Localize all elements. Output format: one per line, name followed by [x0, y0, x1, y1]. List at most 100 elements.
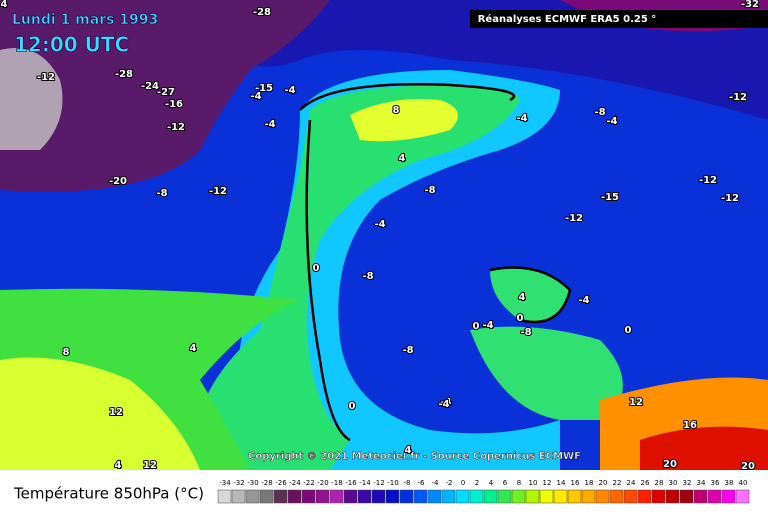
date: Lundi 1 mars 1993 — [12, 12, 158, 28]
legend-swatch — [581, 489, 596, 504]
legend-tick-label: 40 — [739, 479, 748, 487]
legend-swatch — [539, 489, 554, 504]
contour-label: -12 — [699, 175, 717, 186]
contour-label: 8 — [63, 347, 70, 358]
legend-swatch — [287, 489, 302, 504]
legend-swatch — [693, 489, 708, 504]
copyright: Copyright © 2021 Meteociel.fr - Source C… — [248, 451, 581, 462]
contour-label: -12 — [729, 92, 747, 103]
legend-swatch — [357, 489, 372, 504]
warm-tongue — [196, 85, 520, 470]
source: Réanalyses ECMWF ERA5 0.25 ° — [478, 13, 657, 25]
legend-tick-label: -10 — [387, 479, 398, 487]
legend-tick-label: 26 — [641, 479, 650, 487]
legend-swatch — [231, 489, 246, 504]
legend-tick-label: -2 — [446, 479, 453, 487]
legend-tick-label: 30 — [669, 479, 678, 487]
legend-swatch — [623, 489, 638, 504]
contour-label: -4 — [284, 85, 295, 96]
legend-tick-label: 20 — [599, 479, 608, 487]
med-warm — [470, 326, 623, 420]
contour-label: -4 — [438, 399, 449, 410]
legend-tick-label: -32 — [233, 479, 244, 487]
contour-label: 4 — [519, 292, 526, 303]
legend-swatch — [455, 489, 470, 504]
legend-tick-label: -14 — [359, 479, 371, 487]
legend-tick-label: 0 — [461, 479, 465, 487]
legend-tick-label: 36 — [711, 479, 720, 487]
legend-swatch — [413, 489, 428, 504]
legend-swatch — [497, 489, 512, 504]
legend-swatch — [399, 489, 414, 504]
legend-tick-label: 34 — [697, 479, 706, 487]
legend-swatch — [511, 489, 526, 504]
contour-label: -8 — [402, 345, 413, 356]
contour-label: -12 — [209, 186, 227, 197]
contour-label: 16 — [683, 420, 697, 431]
legend-swatch — [525, 489, 540, 504]
legend-tick-label: -30 — [247, 479, 258, 487]
legend-swatch — [329, 489, 344, 504]
legend-tick-label: 8 — [517, 479, 521, 487]
contour-label: 0 — [625, 325, 632, 336]
legend-swatch — [637, 489, 652, 504]
legend-tick-label: 24 — [627, 479, 636, 487]
legend-tick-label: -16 — [345, 479, 357, 487]
legend-tick-label: 6 — [503, 479, 508, 487]
legend-swatch — [567, 489, 582, 504]
legend-swatch — [273, 489, 288, 504]
contour-label: -27 — [157, 87, 175, 98]
contour-label: 0 — [517, 313, 524, 324]
legend-swatch — [259, 489, 274, 504]
contour-label: -4 — [606, 116, 617, 127]
legend-tick-label: 32 — [683, 479, 692, 487]
contour-label: -24 — [141, 81, 159, 92]
legend-tick-label: -20 — [317, 479, 328, 487]
legend-swatch — [595, 489, 610, 504]
contour-label: -15 — [601, 192, 619, 203]
contour-label: 4 — [399, 153, 406, 164]
legend-tick-label: 2 — [475, 479, 479, 487]
greenland-cold — [0, 48, 63, 150]
contour-label: -4 — [578, 295, 589, 306]
legend-swatch — [735, 489, 750, 504]
contour-label: 12 — [629, 397, 643, 408]
legend-tick-label: 16 — [571, 479, 580, 487]
contour-label: -8 — [362, 271, 373, 282]
contour-label: -16 — [165, 99, 183, 110]
legend-swatch — [651, 489, 666, 504]
legend-swatch — [385, 489, 400, 504]
legend-swatch — [483, 489, 498, 504]
contour-label: 0 — [349, 401, 356, 412]
legend-swatch — [217, 489, 232, 504]
contour-label: 20 — [741, 461, 755, 472]
contour-label: -4 — [250, 91, 261, 102]
very-cold-area — [0, 0, 330, 192]
legend-tick-label: -18 — [331, 479, 342, 487]
contour-label: -4 — [516, 113, 527, 124]
source-box — [470, 10, 768, 28]
contour-label: -12 — [167, 122, 185, 133]
contour-line — [299, 83, 572, 442]
time: 12:00 UTC — [14, 33, 129, 57]
contour-label: -12 — [37, 72, 55, 83]
legend-tick-label: -22 — [303, 479, 314, 487]
contour-label: 8 — [393, 105, 400, 116]
contour-label: 4 — [405, 445, 412, 456]
contour-label: -28 — [253, 7, 271, 18]
contour-label: -28 — [115, 69, 133, 80]
legend-tick-label: -8 — [404, 479, 411, 487]
contour-label: -4 — [264, 119, 275, 130]
contour-label: -8 — [156, 188, 167, 199]
contour-label: 20 — [663, 459, 677, 470]
legend-tick-label: -28 — [261, 479, 272, 487]
legend-tick-label: -12 — [373, 479, 384, 487]
legend-swatch — [427, 489, 442, 504]
legend-swatch — [721, 489, 736, 504]
legend-swatch — [469, 489, 484, 504]
legend-tick-label: 22 — [613, 479, 622, 487]
legend-swatch — [707, 489, 722, 504]
legend-swatch — [553, 489, 568, 504]
contour-label: 0 — [313, 263, 320, 274]
legend-swatch — [441, 489, 456, 504]
